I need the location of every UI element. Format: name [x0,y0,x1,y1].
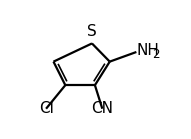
Text: Cl: Cl [39,101,53,116]
Text: S: S [87,24,97,39]
Text: NH: NH [136,43,159,58]
Text: 2: 2 [152,48,159,61]
Text: CN: CN [91,101,113,116]
